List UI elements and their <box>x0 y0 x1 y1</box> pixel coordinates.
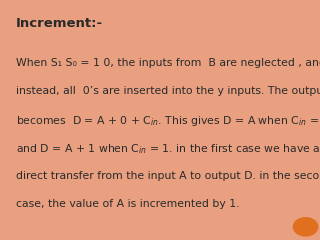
Text: When S₁ S₀ = 1 0, the inputs from  B are neglected , and: When S₁ S₀ = 1 0, the inputs from B are … <box>16 58 320 68</box>
Text: case, the value of A is incremented by 1.: case, the value of A is incremented by 1… <box>16 199 239 209</box>
Text: direct transfer from the input A to output D. in the second: direct transfer from the input A to outp… <box>16 171 320 181</box>
Text: becomes  D = A + 0 + C$_{in}$. This gives D = A when C$_{in}$ = 0: becomes D = A + 0 + C$_{in}$. This gives… <box>16 114 320 128</box>
Text: instead, all  0’s are inserted into the y inputs. The output: instead, all 0’s are inserted into the y… <box>16 86 320 96</box>
Text: and D = A + 1 when C$_{in}$ = 1. in the first case we have a: and D = A + 1 when C$_{in}$ = 1. in the … <box>16 143 320 156</box>
Text: Increment:-: Increment:- <box>16 17 103 30</box>
